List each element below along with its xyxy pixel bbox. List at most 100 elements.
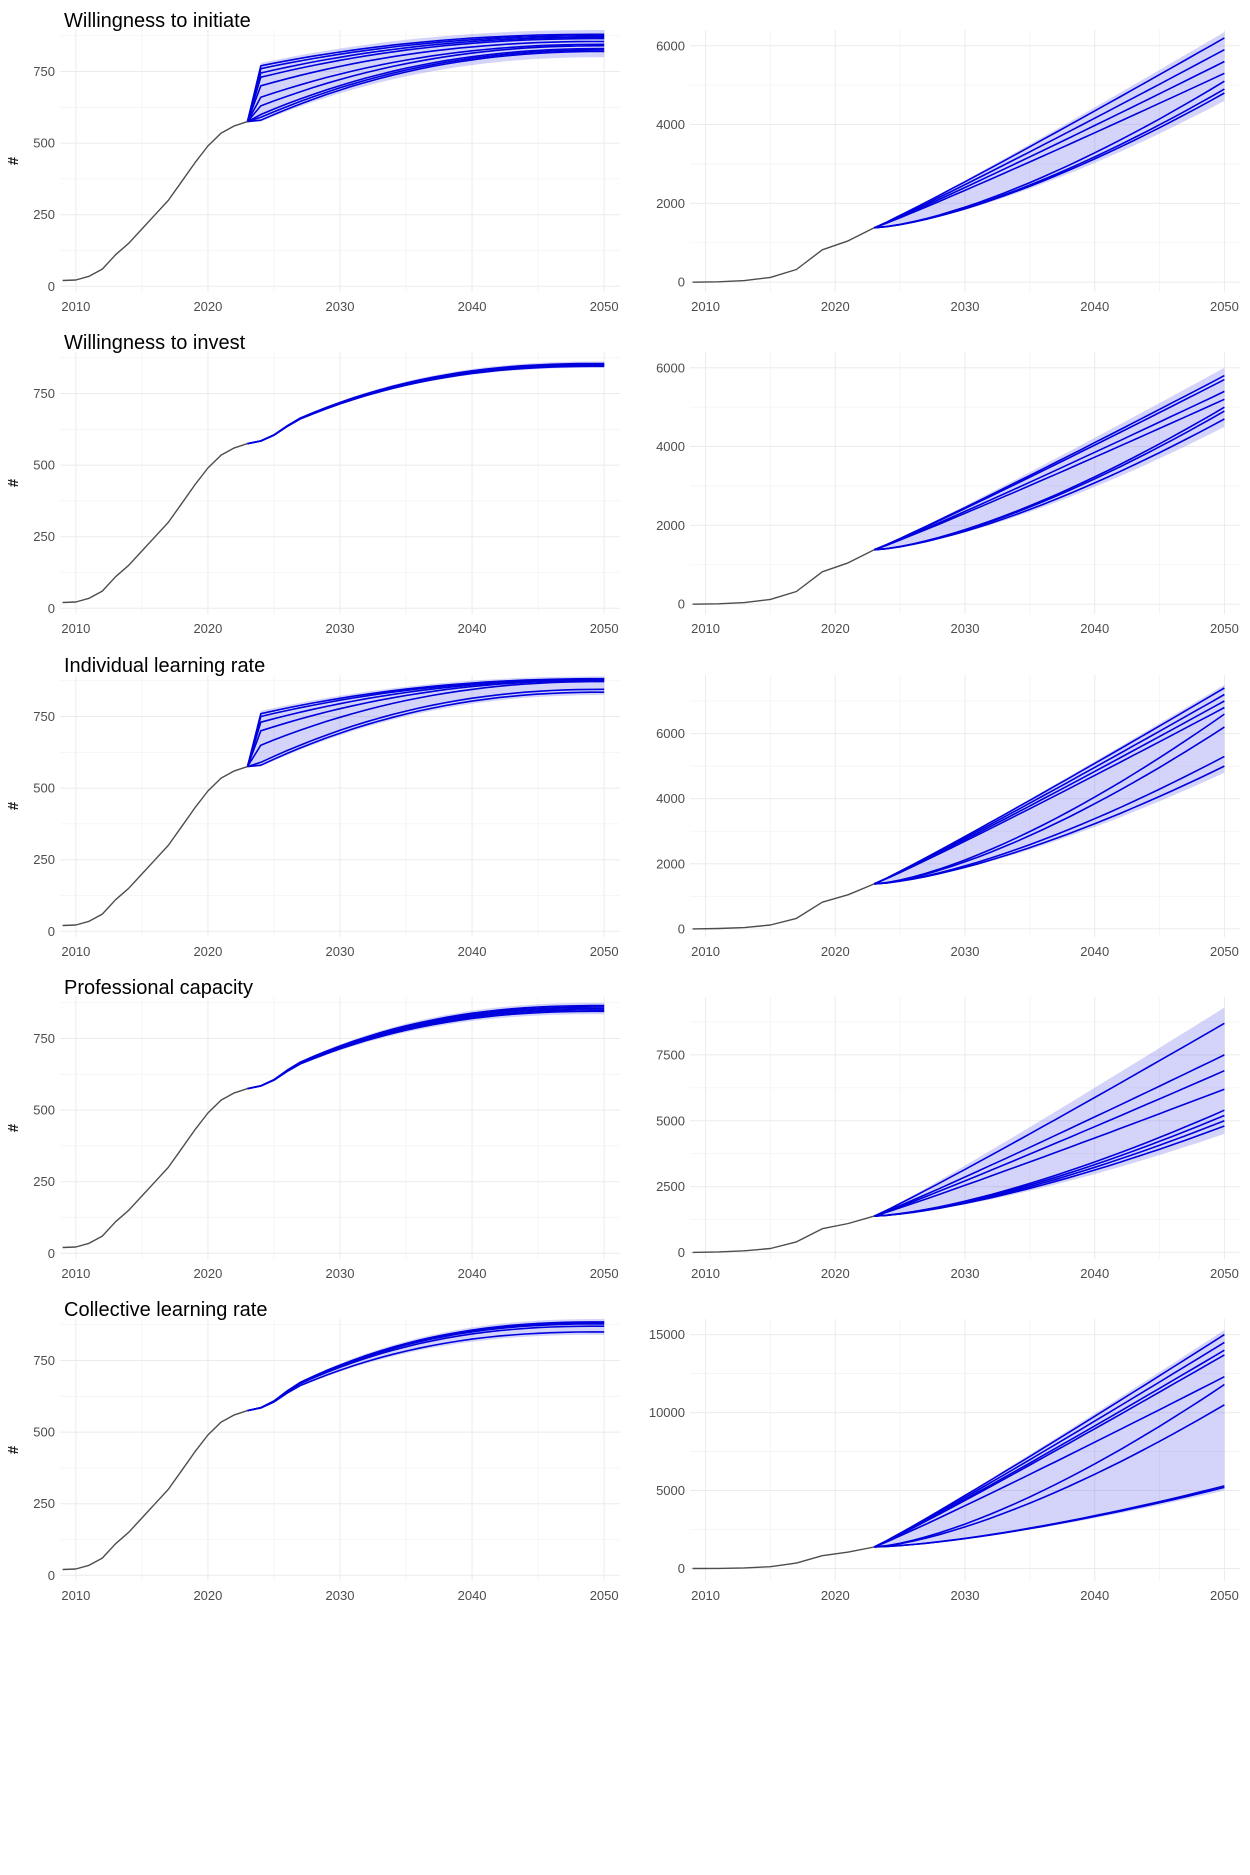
scenario-line [247, 1325, 605, 1412]
panel-4-left: 2010 2020 2030 2040 2050 0 250 500 750 # [5, 997, 620, 1281]
historical-line [692, 227, 875, 283]
x-tick-label: 2040 [1080, 299, 1109, 314]
y-tick-label: 0 [48, 1568, 55, 1583]
x-tick-label: 2040 [1080, 1588, 1109, 1603]
x-tick-label: 2030 [326, 944, 355, 959]
y-tick-label: 6000 [656, 38, 685, 53]
scenario-line [246, 40, 605, 122]
y-tick-label: 2500 [656, 1179, 685, 1194]
x-tick-label: 2050 [590, 944, 619, 959]
x-tick-label: 2030 [951, 621, 980, 636]
scenario-line [873, 1354, 1225, 1548]
y-tick-label: 6000 [656, 726, 685, 741]
y-tick-label: 5000 [656, 1113, 685, 1128]
x-tick-label: 2020 [821, 1266, 850, 1281]
scenario-line [873, 60, 1225, 229]
scenario-line [874, 726, 1225, 885]
y-tick-label: 250 [33, 1496, 55, 1511]
scenario-line [873, 1054, 1225, 1217]
x-tick-label: 2050 [1210, 299, 1239, 314]
x-tick-label: 2040 [458, 1588, 487, 1603]
y-axis-title: # [5, 801, 22, 810]
y-tick-label: 750 [33, 1031, 55, 1046]
scenario-line [873, 72, 1225, 229]
x-tick-label: 2040 [458, 299, 487, 314]
x-tick-label: 2010 [61, 1266, 90, 1281]
uncertainty-band [874, 684, 1225, 884]
y-axis-title: # [5, 478, 22, 487]
y-tick-label: 7500 [656, 1047, 685, 1062]
scenario-line [873, 1088, 1225, 1217]
x-tick-label: 2040 [458, 621, 487, 636]
scenario-line [873, 1022, 1225, 1217]
y-tick-label: 0 [678, 1245, 685, 1260]
row-title-1: Willingness to initiate [64, 10, 251, 32]
historical-line [62, 442, 248, 604]
y-tick-label: 750 [33, 1353, 55, 1368]
x-tick-label: 2020 [821, 299, 850, 314]
scenario-line [247, 363, 605, 445]
historical-line [62, 765, 248, 927]
y-tick-label: 2000 [656, 196, 685, 211]
scenario-line [246, 680, 605, 768]
y-tick-label: 250 [33, 1174, 55, 1189]
scenario-line [874, 1383, 1225, 1548]
x-tick-label: 2020 [821, 1588, 850, 1603]
x-tick-label: 2020 [821, 944, 850, 959]
historical-line [692, 883, 875, 930]
historical-line [692, 549, 875, 605]
x-tick-label: 2020 [193, 1266, 222, 1281]
panel-3-left: 2010 2020 2030 2040 2050 0 250 500 750 # [5, 675, 620, 959]
y-axis-title: # [5, 1123, 22, 1132]
x-tick-label: 2030 [326, 299, 355, 314]
panel-1-left: 2010 2020 2030 2040 2050 0 250 500 750 # [5, 30, 620, 314]
row-title-2: Willingness to invest [64, 332, 246, 354]
scenario-line [247, 365, 605, 445]
y-tick-label: 0 [678, 597, 685, 612]
x-tick-label: 2010 [61, 1588, 90, 1603]
x-tick-label: 2020 [193, 1588, 222, 1603]
x-tick-label: 2040 [1080, 944, 1109, 959]
y-axis-title: # [5, 1445, 22, 1454]
scenario-line [873, 390, 1225, 551]
panel-1-right: 2010 2020 2030 2040 2050 0 2000 4000 6000 [656, 30, 1240, 314]
y-tick-label: 250 [33, 529, 55, 544]
historical-line [62, 1409, 248, 1571]
uncertainty-band [247, 1319, 605, 1411]
y-tick-label: 250 [33, 852, 55, 867]
scenario-line [247, 49, 605, 123]
y-tick-label: 6000 [656, 360, 685, 375]
uncertainty-band [874, 32, 1225, 228]
historical-line [692, 1546, 875, 1570]
panel-2-right: 2010 2020 2030 2040 2050 0 2000 4000 6000 [656, 352, 1240, 636]
scenario-line [874, 92, 1225, 229]
panel-2-left: 2010 2020 2030 2040 2050 0 250 500 750 # [5, 352, 620, 636]
x-tick-label: 2040 [458, 1266, 487, 1281]
x-tick-label: 2030 [326, 1588, 355, 1603]
uncertainty-band [874, 1329, 1225, 1547]
uncertainty-band [247, 361, 605, 444]
scenario-line [874, 1125, 1225, 1217]
historical-line [62, 120, 248, 282]
scenario-line [874, 713, 1225, 885]
y-tick-label: 2000 [656, 856, 685, 871]
y-tick-label: 0 [48, 1246, 55, 1261]
panel-4-right: 2010 2020 2030 2040 2050 0 2500 5000 7500 [656, 997, 1240, 1281]
scenario-line [873, 693, 1225, 885]
x-tick-label: 2040 [458, 944, 487, 959]
scenario-line [873, 1375, 1225, 1548]
y-tick-label: 0 [48, 279, 55, 294]
x-tick-label: 2050 [590, 1588, 619, 1603]
x-tick-label: 2040 [1080, 621, 1109, 636]
scenario-line [246, 43, 605, 122]
x-tick-label: 2010 [61, 621, 90, 636]
panel-5-left: 2010 2020 2030 2040 2050 0 250 500 750 # [5, 1319, 620, 1603]
scenario-line [874, 765, 1225, 885]
x-tick-label: 2030 [326, 621, 355, 636]
row-title-3: Individual learning rate [64, 655, 265, 677]
historical-line [692, 1215, 875, 1254]
scenario-line [873, 1341, 1225, 1548]
x-tick-label: 2010 [61, 299, 90, 314]
y-tick-label: 500 [33, 136, 55, 151]
y-tick-label: 250 [33, 207, 55, 222]
